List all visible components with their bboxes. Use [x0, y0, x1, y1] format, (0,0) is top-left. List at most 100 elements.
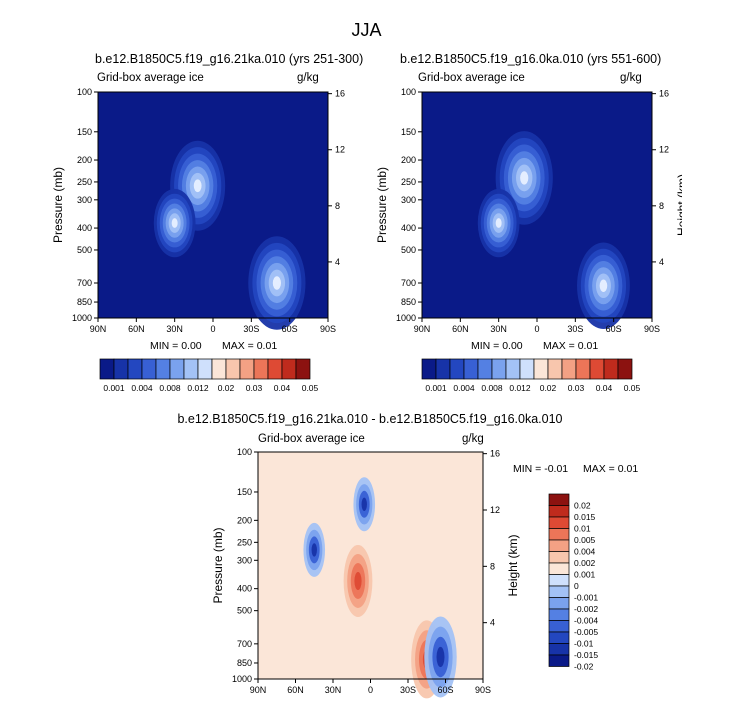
panel1-ytick-label: 700: [77, 278, 92, 288]
panel1-left-label: Grid-box average ice: [97, 72, 204, 84]
panel3-left-label: Grid-box average ice: [258, 433, 365, 445]
panel1-colorbar-box: [197, 358, 213, 380]
panel2-xtick-label: 30S: [567, 324, 583, 334]
panel2-ytick-label: 850: [401, 297, 416, 307]
panel2-contour-level: [495, 218, 502, 228]
panel1-ytick-label: 500: [77, 245, 92, 255]
panel3-xtick-label: 0: [368, 685, 373, 695]
panel3-colorbar-label: 0.02: [574, 501, 591, 511]
panel1-ytick-label: 850: [77, 297, 92, 307]
panel3-colorbar-box: [548, 643, 570, 656]
panel3-colorbar-box: [548, 620, 570, 633]
panel3-colorbar-box: [548, 493, 570, 506]
panel2-colorbar: 0.001 0.004 0.008 0.012 0.02 0.03 0.04 0.05: [421, 358, 641, 393]
panel2-colorbar-label: 0.001: [425, 383, 447, 393]
panel3-colorbar-label: 0.004: [574, 547, 596, 557]
panel3-colorbar-box: [548, 631, 570, 644]
panel1-y2tick-label: 12: [335, 145, 345, 155]
panel2-ytick-label: 300: [401, 195, 416, 205]
panel3-contour-level: [436, 646, 445, 668]
panel2-colorbar-box: [435, 358, 451, 380]
panel3-colorbar-label: -0.002: [574, 604, 598, 614]
panel3-ytick-label: 300: [237, 555, 252, 565]
panel3-colorbar-label: 0.01: [574, 524, 591, 534]
panel3-colorbar-label: -0.005: [574, 627, 598, 637]
panel1-colorbar-box: [99, 358, 115, 380]
panel3-ytick-label: 850: [237, 658, 252, 668]
panel1-y2tick-label: 16: [335, 89, 345, 99]
panel2-y2label: Height (km): [675, 174, 682, 236]
panel1-xtick-label: 30S: [243, 324, 259, 334]
panel1-colorbar-box: [239, 358, 255, 380]
panel2-colorbar-box: [589, 358, 605, 380]
panel2-right-label: g/kg: [620, 72, 642, 84]
panel1-ytick-label: 200: [77, 155, 92, 165]
panel1-colorbar-box: [295, 358, 311, 380]
panel1-y2tick-label: 8: [335, 201, 340, 211]
panel2-colorbar-box: [547, 358, 563, 380]
panel2-y2tick-label: 8: [659, 201, 664, 211]
panel3-y2tick-label: 4: [490, 618, 495, 628]
panel1-colorbar-box: [141, 358, 157, 380]
panel3-colorbar-box: [548, 654, 570, 667]
panel3-xtick-label: 60N: [287, 685, 304, 695]
panel3-y2tick-label: 8: [490, 561, 495, 571]
panel2-colorbar-label: 0.012: [509, 383, 531, 393]
panel3-colorbar-box: [548, 505, 570, 518]
panel1-colorbar: 0.001 0.004 0.008 0.012 0.02 0.03 0.04 0.05: [99, 358, 319, 393]
panel1-xtick-label: 30N: [166, 324, 183, 334]
panel3-xtick-label: 60S: [437, 685, 453, 695]
panel1-colorbar-box: [281, 358, 297, 380]
panel2-colorbar-box: [463, 358, 479, 380]
panel2-xtick-label: 90N: [414, 324, 431, 334]
panel3-xtick-label: 30S: [400, 685, 416, 695]
panel1-colorbar-box: [183, 358, 199, 380]
panel2-y2tick-label: 16: [659, 89, 669, 99]
panel2-contour-plot: 90N 60N 30N 0 30S 60S 90S 100 150 200 250 300 400 500…: [375, 87, 682, 334]
panel1-colorbar-label: 0.008: [159, 383, 181, 393]
panel3-colorbar-label: -0.01: [574, 639, 594, 649]
panel3-ytick-label: 100: [237, 447, 252, 457]
panel1-colorbar-box: [253, 358, 269, 380]
panel2-colorbar-label: 0.004: [453, 383, 475, 393]
panel2-ylabel: Pressure (mb): [375, 167, 389, 243]
panel3-colorbar-box: [548, 585, 570, 598]
panel1-colorbar-box: [225, 358, 241, 380]
panel1-xtick-label: 90N: [90, 324, 107, 334]
panel2-ytick-label: 250: [401, 177, 416, 187]
panel1-colorbar-label: 0.04: [274, 383, 291, 393]
panel2-ytick-label: 400: [401, 223, 416, 233]
panel3-colorbar-box: [548, 551, 570, 564]
panel2-colorbar-box: [561, 358, 577, 380]
panel2-xtick-label: 90S: [644, 324, 660, 334]
panel3-title: b.e12.B1850C5.f19_g16.21ka.010 - b.e12.B…: [177, 412, 563, 426]
panel1-ytick-label: 250: [77, 177, 92, 187]
panel3-ytick-label: 1000: [232, 674, 252, 684]
panel1-colorbar-label: 0.004: [131, 383, 153, 393]
panel3-colorbar-box: [548, 516, 570, 529]
panel3-colorbar-box: [548, 528, 570, 541]
panel3-min-text: MIN = -0.01: [513, 463, 569, 475]
panel1-contours: [153, 140, 306, 330]
panel2-ytick-label: 1000: [396, 313, 416, 323]
panel2-y2tick-label: 12: [659, 145, 669, 155]
panel1-colorbar-label: 0.02: [218, 383, 235, 393]
panel3-contour-level: [354, 571, 362, 590]
panel3-colorbar-box: [548, 539, 570, 552]
panel3-colorbar-label: -0.001: [574, 593, 598, 603]
panel1-ytick-label: 100: [77, 87, 92, 97]
panel1-contour-level: [272, 276, 281, 290]
panel2-min-text: MIN = 0.00: [471, 340, 523, 352]
panel1-min-text: MIN = 0.00: [150, 340, 202, 352]
panel2-ytick-label: 500: [401, 245, 416, 255]
panel2-colorbar-label: 0.05: [624, 383, 641, 393]
panel2-colorbar-label: 0.02: [540, 383, 557, 393]
panel3-colorbar-label: 0: [574, 581, 579, 591]
panel1-ytick-label: 150: [77, 127, 92, 137]
panel1-ytick-label: 300: [77, 195, 92, 205]
panel3-colorbar-box: [548, 574, 570, 587]
panel3-ytick-label: 400: [237, 584, 252, 594]
panel1-colorbar-label: 0.001: [103, 383, 125, 393]
panel3-ylabel: Pressure (mb): [211, 527, 225, 603]
panel3-xtick-label: 90S: [475, 685, 491, 695]
